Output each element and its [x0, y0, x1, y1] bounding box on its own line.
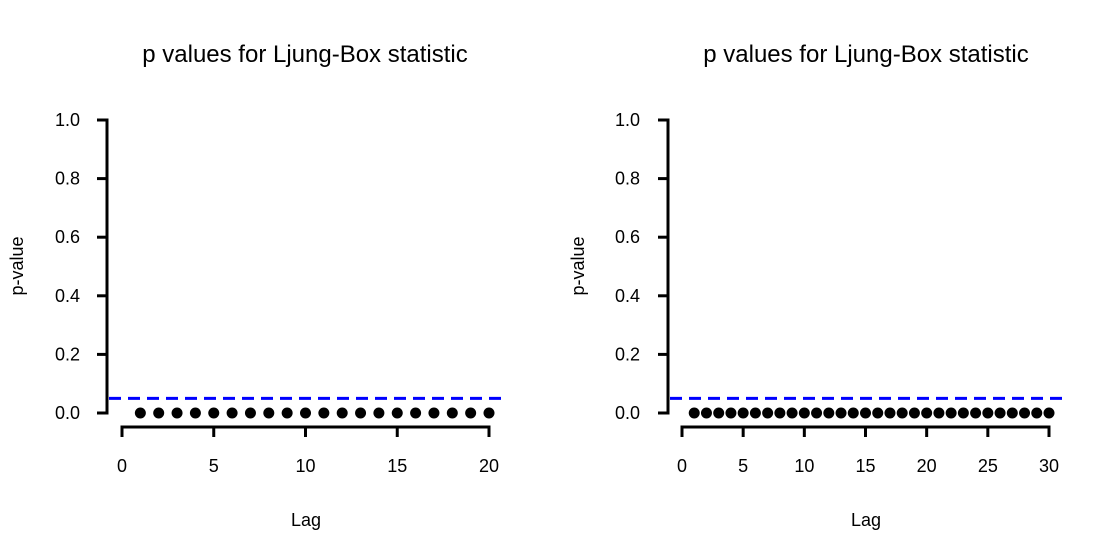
- data-point: [428, 407, 440, 419]
- y-axis-label: p-value: [568, 236, 588, 295]
- x-tick-label: 0: [117, 456, 127, 476]
- data-point: [957, 407, 969, 419]
- data-point: [933, 407, 945, 419]
- data-point: [263, 407, 275, 419]
- data-point: [410, 407, 422, 419]
- x-tick-label: 5: [209, 456, 219, 476]
- data-point: [281, 407, 293, 419]
- data-point: [1031, 407, 1043, 419]
- y-tick-label: 0.2: [615, 344, 640, 364]
- data-point: [762, 407, 774, 419]
- y-tick-label: 1.0: [55, 110, 80, 130]
- y-tick-label: 0.0: [55, 403, 80, 423]
- data-point: [908, 407, 920, 419]
- data-point: [244, 407, 256, 419]
- data-point: [725, 407, 737, 419]
- data-point: [700, 407, 712, 419]
- data-point: [483, 407, 495, 419]
- data-point: [355, 407, 367, 419]
- data-point: [688, 407, 700, 419]
- data-point: [1043, 407, 1055, 419]
- x-tick-label: 25: [978, 456, 998, 476]
- data-point: [318, 407, 330, 419]
- x-tick-label: 20: [479, 456, 499, 476]
- x-tick-label: 5: [738, 456, 748, 476]
- y-tick-label: 0.6: [615, 227, 640, 247]
- x-tick-label: 20: [917, 456, 937, 476]
- data-point: [1019, 407, 1031, 419]
- y-axis-label: p-value: [7, 236, 27, 295]
- data-point: [945, 407, 957, 419]
- data-point: [921, 407, 933, 419]
- y-tick-label: 0.8: [55, 169, 80, 189]
- data-point: [982, 407, 994, 419]
- chart-title: p values for Ljung-Box statistic: [703, 41, 1029, 68]
- chart-title: p values for Ljung-Box statistic: [142, 41, 468, 68]
- data-point: [823, 407, 835, 419]
- data-point: [373, 407, 385, 419]
- data-point: [835, 407, 847, 419]
- data-point: [970, 407, 982, 419]
- data-point: [446, 407, 458, 419]
- data-point: [391, 407, 403, 419]
- data-point: [994, 407, 1006, 419]
- y-tick-label: 0.4: [55, 286, 80, 306]
- data-point: [465, 407, 477, 419]
- data-point: [811, 407, 823, 419]
- data-point: [189, 407, 201, 419]
- chart-panel-left: p values for Ljung-Box statistic p-value…: [7, 41, 505, 530]
- data-point: [774, 407, 786, 419]
- data-point: [134, 407, 146, 419]
- data-point: [749, 407, 761, 419]
- data-point: [872, 407, 884, 419]
- x-tick-label: 10: [794, 456, 814, 476]
- x-tick-label: 10: [295, 456, 315, 476]
- data-point: [1006, 407, 1018, 419]
- data-point: [171, 407, 183, 419]
- x-tick-label: 30: [1039, 456, 1059, 476]
- chart-panel-right: p values for Ljung-Box statistic p-value…: [568, 41, 1065, 530]
- y-tick-label: 0.0: [615, 403, 640, 423]
- data-point: [737, 407, 749, 419]
- x-tick-label: 15: [387, 456, 407, 476]
- x-tick-label: 15: [855, 456, 875, 476]
- y-tick-label: 1.0: [615, 110, 640, 130]
- data-point: [713, 407, 725, 419]
- data-point: [896, 407, 908, 419]
- data-point: [860, 407, 871, 419]
- data-point: [798, 407, 810, 419]
- y-tick-label: 0.2: [55, 344, 80, 364]
- data-point: [153, 407, 165, 419]
- data-point: [336, 407, 348, 419]
- x-axis-label: Lag: [851, 510, 881, 530]
- data-point: [226, 407, 238, 419]
- data-point: [847, 407, 859, 419]
- data-point: [208, 407, 220, 419]
- x-tick-label: 0: [677, 456, 687, 476]
- data-point: [786, 407, 798, 419]
- y-tick-label: 0.4: [615, 286, 640, 306]
- data-point: [884, 407, 896, 419]
- data-point: [300, 407, 311, 419]
- x-axis-label: Lag: [291, 510, 321, 530]
- y-tick-label: 0.6: [55, 227, 80, 247]
- y-tick-label: 0.8: [615, 169, 640, 189]
